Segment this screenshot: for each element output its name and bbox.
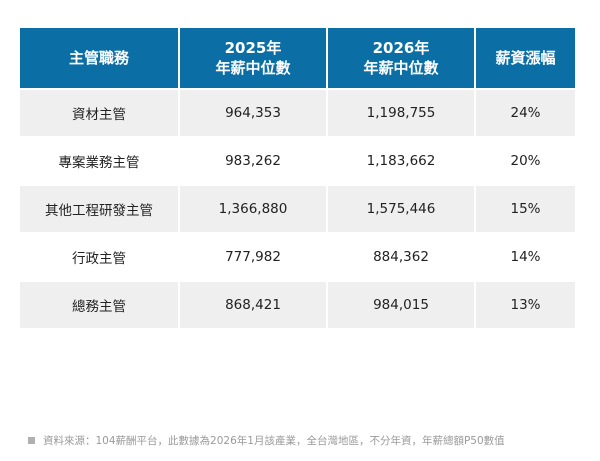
table-cell: 1,366,880 [180,186,326,232]
table-cell: 984,015 [328,282,474,328]
table-cell: 964,353 [180,90,326,136]
header-line: 年薪中位數 [363,59,439,77]
header-line: 2026年 [372,39,430,57]
table-cell: 13% [476,282,575,328]
table-cell: 868,421 [180,282,326,328]
table-cell: 24% [476,90,575,136]
table-cell: 行政主管 [20,234,178,280]
bullet [28,437,35,444]
header-line: 年薪中位數 [215,59,291,77]
table-cell: 983,262 [180,138,326,184]
table-cell: 884,362 [328,234,474,280]
table-cell: 1,198,755 [328,90,474,136]
header-cell: 薪資漲幅 [476,28,575,88]
table-cell: 777,982 [180,234,326,280]
header-line: 2025年 [224,39,282,57]
salary-table: 主管職務 2025年 年薪中位數 2026年 年薪中位數 薪資漲幅 資材主管 964,353 1… [20,28,575,328]
footnote-row: 資料來源：104薪酬平台，此數據為2026年1月該產業，全台灣地區，不分年資，年… [28,433,505,448]
table-cell: 資材主管 [20,90,178,136]
table-cell: 1,575,446 [328,186,474,232]
footnote: 資料來源：104薪酬平台，此數據為2026年1月該產業，全台灣地區，不分年資，年… [43,435,505,447]
header-cell: 2025年年薪中位數 [180,28,326,88]
table-cell: 1,183,662 [328,138,474,184]
header-cell: 2026年年薪中位數 [328,28,474,88]
table-cell: 20% [476,138,575,184]
table-cell: 總務主管 [20,282,178,328]
header-cell: 主管職務 [20,28,178,88]
table-cell: 其他工程研發主管 [20,186,178,232]
table-cell: 專案業務主管 [20,138,178,184]
table-cell: 15% [476,186,575,232]
table-cell: 14% [476,234,575,280]
